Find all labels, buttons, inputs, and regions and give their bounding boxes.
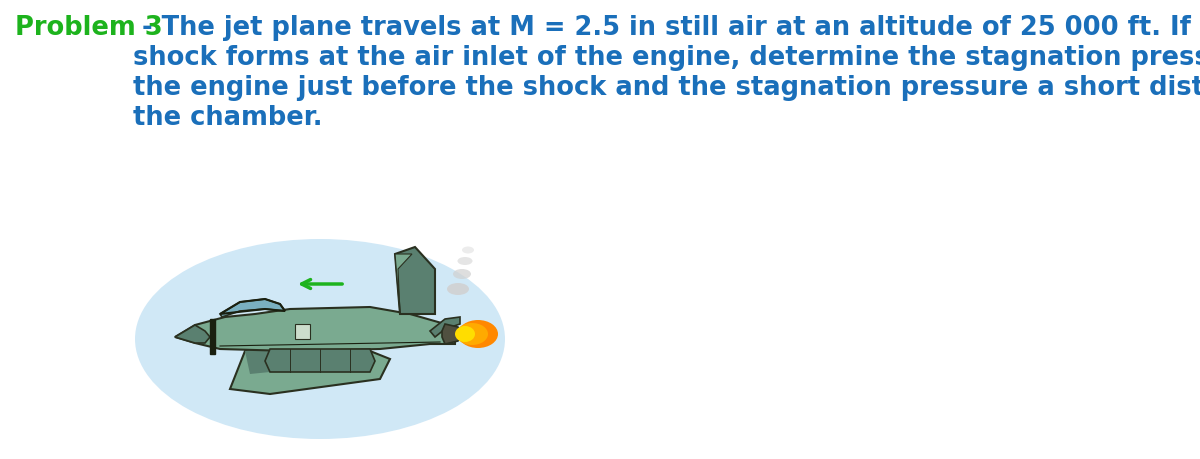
Polygon shape <box>395 254 412 314</box>
Polygon shape <box>295 325 310 339</box>
Ellipse shape <box>454 269 472 280</box>
Polygon shape <box>395 247 436 314</box>
Ellipse shape <box>446 283 469 295</box>
Polygon shape <box>230 347 390 394</box>
Polygon shape <box>245 347 370 374</box>
Polygon shape <box>265 349 376 372</box>
Ellipse shape <box>455 326 475 342</box>
Ellipse shape <box>462 247 474 254</box>
Polygon shape <box>430 317 460 337</box>
Ellipse shape <box>457 257 473 265</box>
Polygon shape <box>175 325 210 343</box>
Polygon shape <box>220 299 286 317</box>
Polygon shape <box>210 319 215 354</box>
Text: Problem 3: Problem 3 <box>16 15 163 41</box>
Ellipse shape <box>458 320 498 348</box>
Ellipse shape <box>456 323 488 345</box>
Polygon shape <box>175 308 455 351</box>
Text: - The jet plane travels at M = 2.5 in still air at an altitude of 25 000 ft. If : - The jet plane travels at M = 2.5 in st… <box>133 15 1200 131</box>
Polygon shape <box>442 325 462 344</box>
Ellipse shape <box>136 240 505 439</box>
